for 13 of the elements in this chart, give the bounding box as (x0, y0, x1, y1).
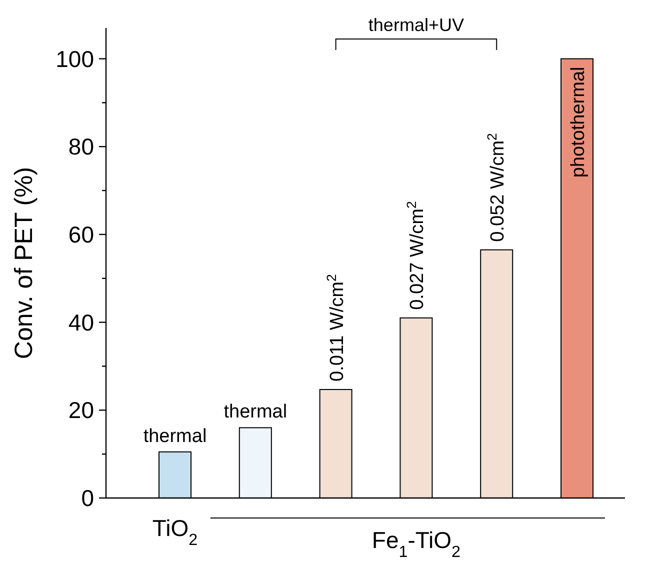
annotation: thermal (224, 402, 288, 423)
y-tick-label: 40 (68, 309, 94, 336)
y-axis-title: Conv. of PET (%) (10, 166, 38, 360)
y-tick-label: 20 (68, 397, 94, 424)
annotation: photothermal (568, 66, 589, 178)
annotation: thermal (143, 426, 207, 447)
y-tick-label: 100 (56, 46, 94, 72)
y-tick-label: 0 (81, 485, 94, 512)
y-tick-label: 60 (68, 222, 94, 248)
text: Fe$_{1}$-TiO$_{2}$ (372, 527, 461, 561)
annotation: thermal+UV (368, 14, 464, 35)
text: TiO$_{2}$ (152, 515, 198, 549)
y-tick-label: 80 (68, 134, 94, 160)
